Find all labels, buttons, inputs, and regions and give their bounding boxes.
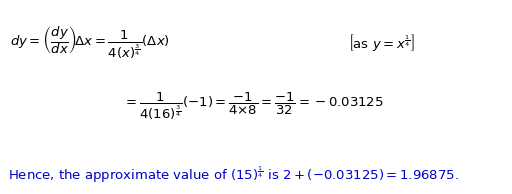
Text: $dy = \left(\dfrac{dy}{dx}\right)\!\Delta x = \dfrac{1}{4(x)^{\frac{3}{4}}}(\Del: $dy = \left(\dfrac{dy}{dx}\right)\!\Delt… (10, 25, 170, 61)
Text: $= \dfrac{1}{4(16)^{\frac{3}{4}}}(-1) = \dfrac{-1}{4{\times}8} = \dfrac{-1}{32} : $= \dfrac{1}{4(16)^{\frac{3}{4}}}(-1) = … (123, 91, 383, 122)
Text: $\left[\mathrm{as}\ y = x^{\frac{1}{4}}\right]$: $\left[\mathrm{as}\ y = x^{\frac{1}{4}}\… (348, 32, 415, 53)
Text: Hence, the approximate value of $(15)^{\frac{1}{4}}$ is $2 + (-0.03125) = 1.9687: Hence, the approximate value of $(15)^{\… (8, 165, 459, 185)
